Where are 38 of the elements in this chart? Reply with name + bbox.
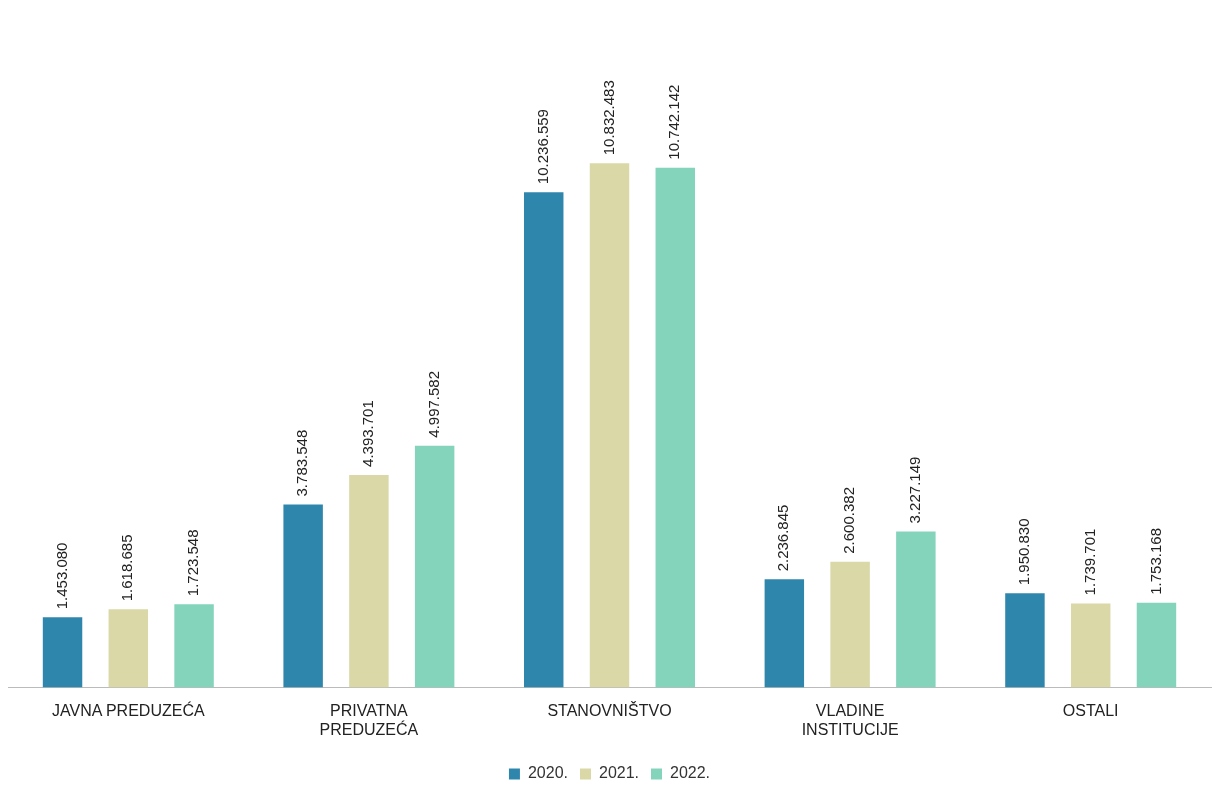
data-label: 1.753.168: [1146, 528, 1164, 595]
data-label: 3.227.149: [906, 456, 923, 524]
data-label: 1.618.685: [118, 534, 136, 602]
x-tick-label: VLADINE INSTITUCIJE: [801, 701, 899, 738]
bar: [42, 617, 83, 688]
data-label: 4.997.582: [424, 370, 442, 438]
bar: [655, 167, 695, 688]
bar: [174, 604, 214, 688]
legend-label: 2022.: [670, 764, 711, 782]
bar: [283, 504, 323, 688]
bar: [1136, 602, 1177, 688]
bar: [1070, 603, 1111, 688]
x-tick-label: STANOVNIŠTVO: [547, 700, 672, 719]
x-tick-label: PRIVATNA PREDUZEĆA: [319, 701, 419, 738]
bar: [830, 561, 870, 688]
data-label: 10.742.142: [665, 84, 683, 160]
data-label: 10.236.559: [533, 109, 551, 185]
data-label: 3.783.548: [293, 429, 311, 497]
data-label: 2.600.382: [840, 487, 858, 554]
data-label: 1.950.830: [1015, 518, 1033, 586]
data-label: 2.236.845: [774, 504, 792, 572]
bar: [589, 163, 630, 688]
data-label: 1.723.548: [184, 529, 202, 597]
legend-label: 2020.: [527, 764, 568, 782]
bar: [896, 531, 936, 688]
data-label: 1.453.080: [52, 542, 70, 610]
bar: [524, 192, 564, 688]
data-label: 4.393.701: [359, 400, 377, 467]
legend-label: 2021.: [598, 764, 640, 782]
bar: [108, 609, 149, 688]
data-label: 1.739.701: [1080, 528, 1098, 596]
x-tick-label: OSTALI: [1062, 701, 1119, 719]
bar: [414, 445, 455, 688]
bar: [1005, 593, 1045, 688]
data-label: 10.832.483: [599, 80, 617, 156]
bar: [764, 579, 805, 688]
x-tick-label: JAVNA PREDUZEĆA: [51, 700, 205, 719]
bar: [349, 474, 389, 688]
